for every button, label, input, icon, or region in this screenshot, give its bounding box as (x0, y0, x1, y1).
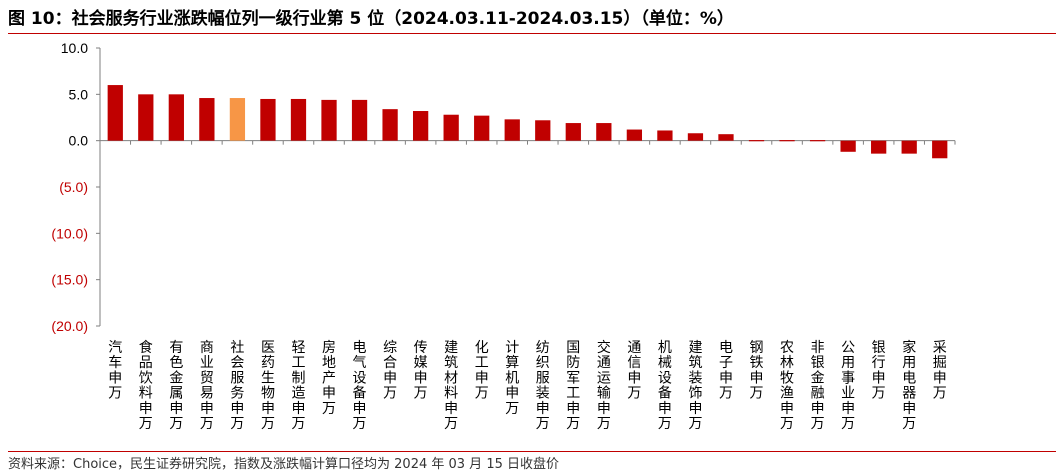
category-label: 社会服务申万 (230, 340, 244, 432)
bar (504, 119, 520, 141)
bar (107, 85, 123, 141)
bar (138, 94, 154, 141)
y-tick-label: (10.0) (51, 225, 88, 241)
bar (779, 140, 795, 142)
bar (932, 140, 948, 159)
category-label: 交通运输申万 (597, 339, 611, 432)
category-label: 传媒申万 (414, 340, 428, 402)
category-label: 家用电器申万 (902, 339, 916, 432)
bar (809, 140, 826, 142)
bar (168, 94, 184, 141)
bar (351, 99, 368, 141)
category-label: 综合申万 (383, 340, 397, 402)
y-tick-label: 0.0 (69, 133, 89, 149)
y-tick-label: (5.0) (59, 179, 88, 195)
bar (748, 140, 765, 142)
category-label: 房地产申万 (322, 340, 336, 417)
category-label: 医药生物申万 (261, 340, 275, 432)
category-label: 银行申万 (872, 340, 886, 402)
category-label: 电气设备申万 (353, 340, 367, 432)
category-label: 化工申万 (475, 340, 489, 402)
bar (412, 111, 429, 141)
y-tick-label: 5.0 (69, 86, 89, 102)
category-label: 非银金融申万 (811, 340, 825, 432)
category-label: 商业贸易申万 (200, 340, 214, 432)
bar (260, 98, 276, 141)
chart-title: 图 10：社会服务行业涨跌幅位列一级行业第 5 位（2024.03.11-202… (8, 9, 734, 29)
category-label: 农林牧渔申万 (780, 340, 794, 432)
category-label: 食品饮料申万 (139, 339, 153, 432)
category-label: 轻工制造申万 (291, 340, 305, 432)
y-tick-label: (20.0) (51, 318, 88, 334)
bar (718, 134, 734, 141)
bar (596, 123, 612, 141)
bar (687, 133, 704, 141)
source-note: 资料来源：Choice，民生证券研究院，指数及涨跌幅计算口径均为 2024 年 … (8, 457, 559, 472)
bar (840, 140, 856, 152)
category-label: 建筑材料申万 (444, 340, 458, 432)
bar (443, 114, 459, 141)
category-label: 机械设备申万 (658, 340, 672, 432)
bar (871, 140, 887, 154)
category-label: 有色金属申万 (169, 340, 183, 432)
category-label: 电子申万 (719, 340, 733, 402)
bar (901, 140, 917, 154)
bar (565, 123, 581, 141)
category-label: 采掘申万 (933, 340, 947, 402)
bar (321, 99, 337, 141)
category-label: 纺织服装申万 (536, 340, 550, 432)
bar (229, 98, 246, 141)
bar (657, 130, 673, 141)
y-tick-label: (15.0) (51, 272, 88, 288)
bar (626, 129, 643, 141)
bar (474, 115, 490, 141)
category-label: 通信申万 (627, 340, 641, 402)
source-rule (8, 451, 1056, 452)
title-rule (8, 33, 1056, 34)
bar (382, 109, 398, 141)
bar (199, 98, 215, 141)
category-label: 汽车申万 (108, 340, 122, 402)
bar (535, 120, 551, 141)
category-label: 钢铁申万 (750, 340, 764, 402)
category-label: 建筑装饰申万 (688, 340, 702, 432)
category-label: 国防军工申万 (566, 340, 580, 432)
bar (290, 98, 307, 141)
category-label: 计算机申万 (505, 340, 519, 417)
y-tick-label: 10.0 (61, 40, 88, 56)
category-label: 公用事业申万 (841, 340, 855, 432)
